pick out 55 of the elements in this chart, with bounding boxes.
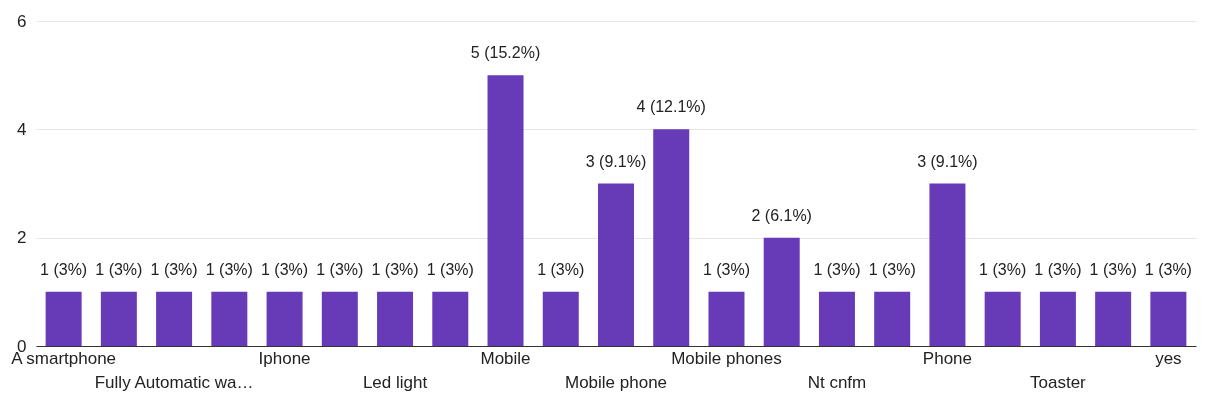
data-label: 1 (3%) [702,260,751,278]
data-label: 1 (3%) [868,260,916,278]
data-label: 3 (9.1%) [917,152,978,170]
data-label: 1 (3%) [40,260,88,278]
bar [984,291,1021,346]
bar [211,291,248,346]
x-tick-label: Mobile phone [564,372,668,392]
data-label: 1 (3%) [316,260,364,278]
data-label: 1 (3%) [95,260,143,278]
x-tick-label: Led light [362,372,428,392]
data-label: 5 (15.2%) [470,44,541,62]
bar [377,291,414,346]
y-tick-label: 4 [17,119,27,139]
bar [542,291,579,346]
data-label: 1 (3%) [426,260,474,278]
data-label: 1 (3%) [1144,260,1192,278]
data-label: 1 (3%) [205,260,253,278]
bar [432,291,469,346]
bar [874,291,911,346]
x-tick-label: Fully Automatic wa… [94,372,254,392]
x-tick-label: Nt cnfm [807,372,867,392]
data-label: 1 (3%) [371,260,419,278]
bar [100,291,137,346]
bar [653,129,690,346]
bar [487,75,524,346]
bar [818,291,855,346]
data-label: 1 (3%) [813,260,861,278]
bar [1039,291,1076,346]
data-label: 3 (9.1%) [585,152,647,170]
data-label: 2 (6.1%) [751,206,812,224]
data-label: 1 (3%) [537,260,585,278]
bar [1150,291,1187,346]
data-label: 1 (3%) [979,260,1027,278]
x-tick-label: Mobile phones [671,348,782,368]
bar [321,291,358,346]
x-tick-label: Phone [922,348,973,368]
bar [156,291,193,346]
bar [598,183,634,346]
x-tick-label: Mobile [480,348,531,368]
bar [1095,291,1132,346]
data-label: 1 (3%) [150,260,198,278]
data-label: 1 (3%) [1089,260,1137,278]
bar [266,291,303,346]
bar [763,237,800,346]
x-tick-label: Iphone [258,348,311,368]
bar [708,291,745,346]
data-label: 4 (12.1%) [636,98,706,116]
data-label: 1 (3%) [261,260,309,278]
x-tick-label: yes [1155,348,1182,368]
y-tick-label: 2 [17,228,27,248]
bar [45,291,82,346]
bar [929,183,966,346]
x-tick-label: Toaster [1030,372,1087,392]
data-label: 1 (3%) [1034,260,1082,278]
y-tick-label: 6 [17,11,27,31]
